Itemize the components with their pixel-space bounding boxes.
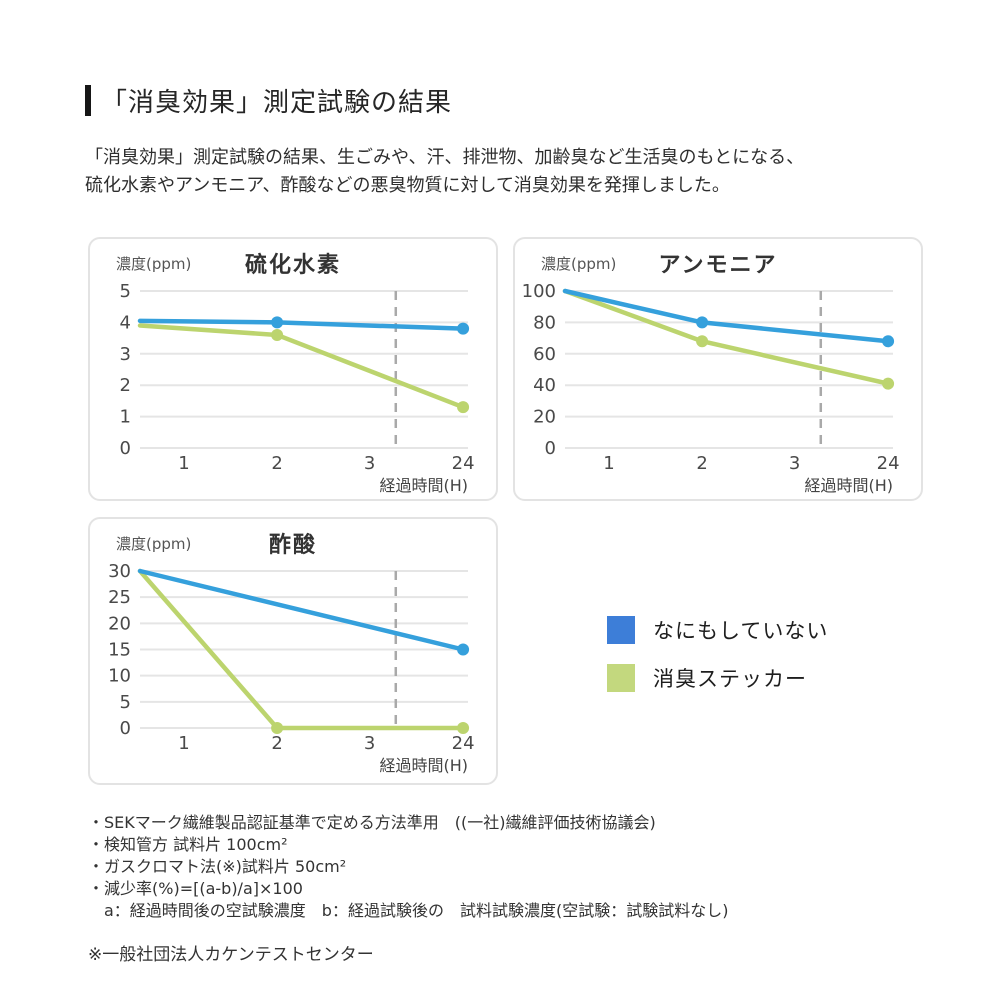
svg-text:24: 24 — [452, 733, 475, 754]
svg-text:1: 1 — [178, 453, 189, 474]
svg-text:2: 2 — [271, 733, 282, 754]
svg-text:15: 15 — [108, 640, 131, 661]
chart-title-acetic-acid: 酢酸 — [268, 533, 317, 558]
agency-note: ※一般社団法人カケンテストセンター — [88, 945, 374, 965]
footnotes: ・SEKマーク繊維製品認証基準で定める方法準用 ((一社)繊維評価技術協議会) … — [88, 812, 728, 922]
svg-text:3: 3 — [364, 453, 375, 474]
svg-text:24: 24 — [452, 453, 475, 474]
svg-text:1: 1 — [120, 407, 131, 428]
svg-text:5: 5 — [120, 692, 131, 713]
line-chart-hydrogen-sulfide: 0 1 2 3 4 5 1 2 3 24 経過時間(H) — [120, 283, 475, 495]
svg-text:25: 25 — [108, 587, 131, 608]
page-title: 「消臭効果」測定試験の結果 — [101, 88, 453, 118]
svg-text:経過時間(H): 経過時間(H) — [379, 476, 468, 495]
footnote-variable-definitions: a：経過時間後の空試験濃度 b：経過試験後の 試料試験濃度(空試験：試験試料なし… — [88, 901, 729, 920]
svg-text:3: 3 — [120, 344, 131, 365]
title-accent-bar — [85, 85, 91, 116]
footnote-gas-chromatography: ・ガスクロマト法(※)試料片 50cm² — [88, 857, 347, 876]
line-chart-acetic-acid: 0 5 10 15 20 25 30 1 2 3 24 経過時間(H) — [108, 563, 475, 775]
svg-text:24: 24 — [877, 453, 900, 474]
line-chart-ammonia: 0 20 40 60 80 100 1 2 3 24 経過時間(H) — [522, 283, 900, 495]
legend-item-untreated: なにもしていない — [607, 615, 828, 645]
svg-text:10: 10 — [108, 666, 131, 687]
svg-text:1: 1 — [178, 733, 189, 754]
svg-text:経過時間(H): 経過時間(H) — [379, 756, 468, 775]
svg-text:3: 3 — [364, 733, 375, 754]
chart-card-hydrogen-sulfide: 濃度(ppm) 硫化水素 0 1 2 3 4 5 1 2 3 24 経過時間(H) — [88, 237, 498, 501]
description: 「消臭効果」測定試験の結果、生ごみや、汗、排泄物、加齢臭など生活臭のもとになる、… — [85, 144, 804, 200]
page-title-row: 「消臭効果」測定試験の結果 — [85, 82, 452, 119]
svg-text:1: 1 — [603, 453, 614, 474]
svg-text:100: 100 — [522, 283, 556, 302]
svg-text:20: 20 — [533, 407, 556, 428]
legend-item-deodorant-sticker: 消臭ステッカー — [607, 663, 828, 693]
svg-text:2: 2 — [271, 453, 282, 474]
svg-text:80: 80 — [533, 312, 556, 333]
chart-title-ammonia: アンモニア — [658, 253, 778, 278]
chart-card-ammonia: 濃度(ppm) アンモニア 0 20 40 60 80 100 1 2 3 24 経過時間(H) — [513, 237, 923, 501]
y-axis-unit-label: 濃度(ppm) — [116, 255, 192, 273]
svg-text:4: 4 — [120, 312, 131, 333]
svg-text:0: 0 — [120, 718, 131, 739]
footnote-detector-tube: ・検知管方 試料片 100cm² — [88, 835, 288, 854]
svg-text:0: 0 — [120, 438, 131, 459]
chart-title-hydrogen-sulfide: 硫化水素 — [244, 253, 341, 278]
svg-text:60: 60 — [533, 344, 556, 365]
legend: なにもしていない 消臭ステッカー — [607, 615, 828, 711]
svg-text:40: 40 — [533, 375, 556, 396]
svg-text:3: 3 — [789, 453, 800, 474]
legend-label-deodorant-sticker: 消臭ステッカー — [653, 667, 807, 691]
legend-swatch-blue — [607, 616, 635, 644]
legend-swatch-green — [607, 664, 635, 692]
footnote-reduction-rate-formula: ・減少率(%)=[(a-b)/a]×100 — [88, 879, 303, 898]
footnote-method: ・SEKマーク繊維製品認証基準で定める方法準用 ((一社)繊維評価技術協議会) — [88, 813, 656, 832]
legend-label-untreated: なにもしていない — [653, 619, 829, 643]
svg-text:2: 2 — [120, 375, 131, 396]
svg-text:20: 20 — [108, 613, 131, 634]
y-axis-unit-label: 濃度(ppm) — [541, 255, 617, 273]
svg-text:30: 30 — [108, 563, 131, 582]
chart-card-acetic-acid: 濃度(ppm) 酢酸 0 5 10 15 20 25 30 1 2 3 24 経過時間(H) — [88, 517, 498, 785]
svg-text:2: 2 — [696, 453, 707, 474]
description-line-1: 「消臭効果」測定試験の結果、生ごみや、汗、排泄物、加齢臭など生活臭のもとになる、 — [85, 147, 805, 168]
y-axis-unit-label: 濃度(ppm) — [116, 535, 192, 553]
description-line-2: 硫化水素やアンモニア、酢酸などの悪臭物質に対して消臭効果を発揮しました。 — [85, 175, 730, 196]
svg-text:5: 5 — [120, 283, 131, 302]
svg-text:0: 0 — [545, 438, 556, 459]
svg-text:経過時間(H): 経過時間(H) — [804, 476, 893, 495]
